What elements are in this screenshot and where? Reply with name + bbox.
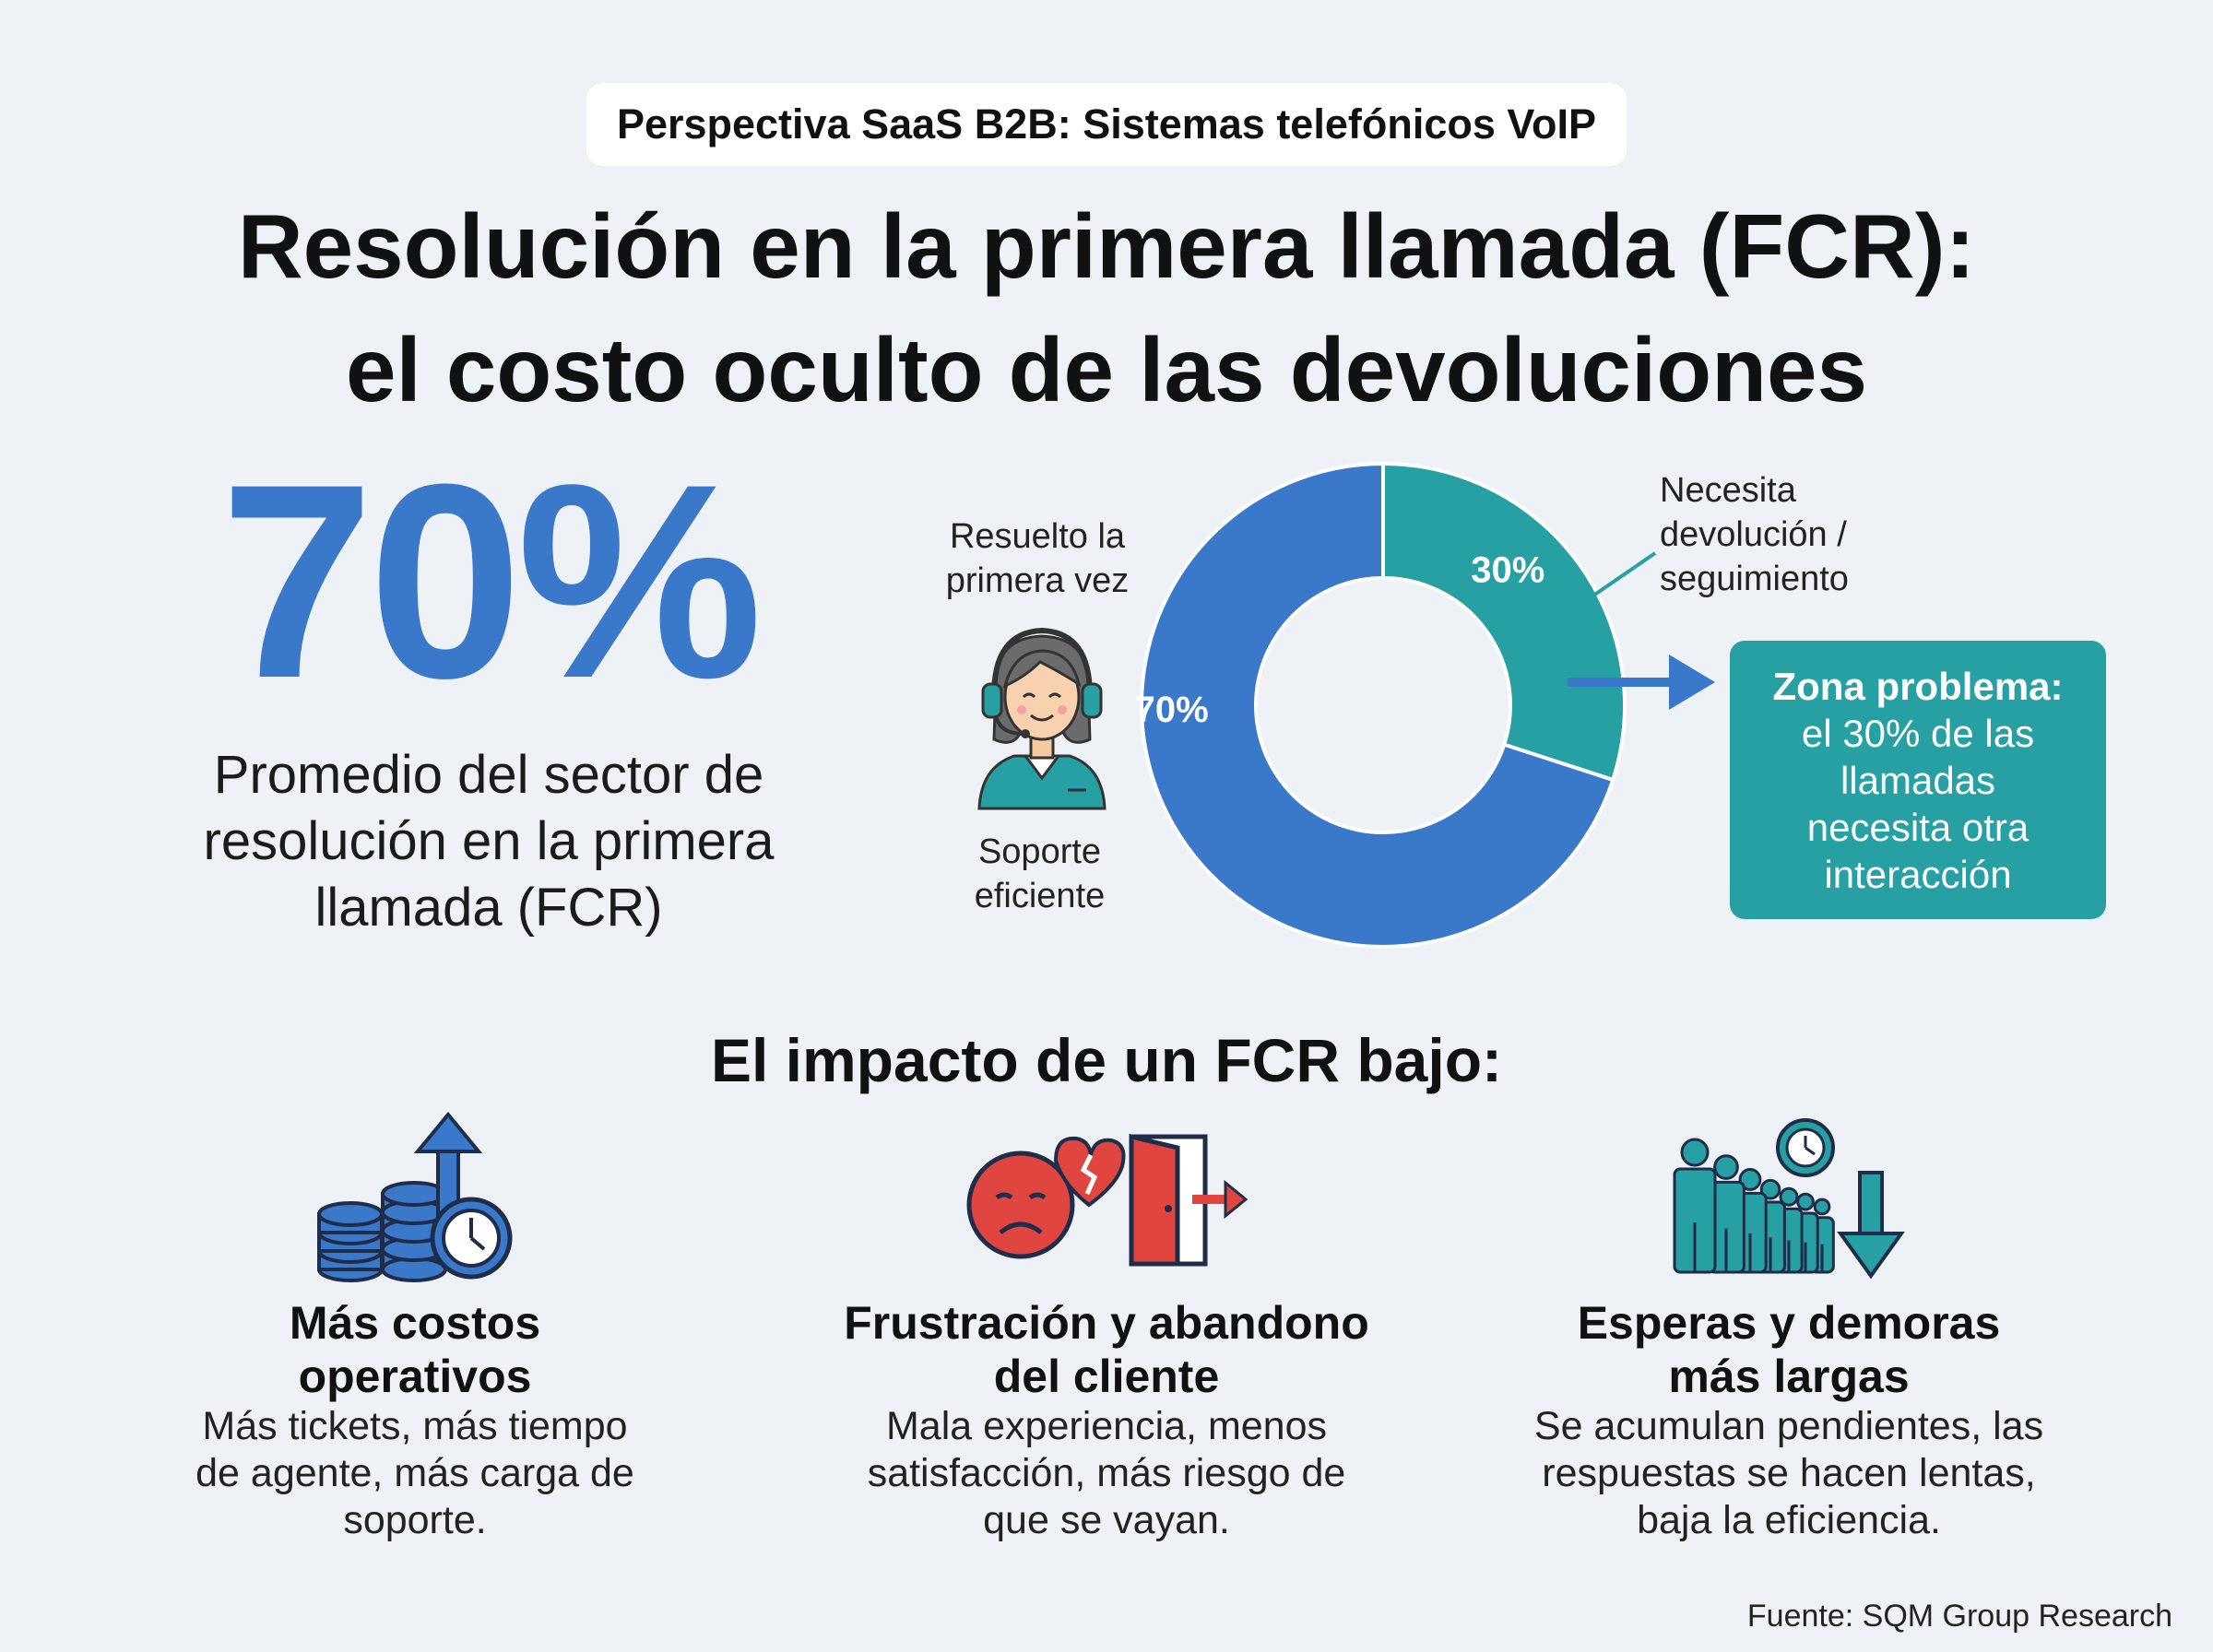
impact-section-title: El impacto de un FCR bajo:: [710, 1026, 1503, 1094]
impact-card-waits: Esperas y demoras más largas Se acumulan…: [1475, 1296, 2102, 1544]
problem-text-line: el 30% de las: [1801, 712, 2035, 755]
card-title: Frustración y abandono del cliente: [793, 1296, 1420, 1403]
support-agent-icon: [977, 627, 1106, 810]
card-description: Mala experiencia, menos satisfacción, má…: [793, 1403, 1420, 1544]
label-resolved-line: primera vez: [945, 561, 1130, 600]
label-needs-callback: Necesita devolución / seguimiento: [1660, 468, 1936, 601]
problem-text-line: interacción: [1824, 853, 2012, 896]
card-description: Más tickets, más tiempo de agente, más c…: [129, 1403, 701, 1544]
card-text-line: Mala experiencia, menos: [885, 1404, 1328, 1448]
card-text-line: Más tickets, más tiempo: [202, 1404, 628, 1448]
page-title: Resolución en la primera llamada (FCR): …: [92, 184, 2121, 431]
hero-description-line: Promedio del sector de: [213, 745, 764, 805]
problem-text-line: llamadas: [1840, 759, 1996, 802]
card-text-line: baja la eficiencia.: [1637, 1498, 1941, 1542]
card-text-line: que se vayan.: [983, 1498, 1230, 1542]
label-support-line: Soporte: [977, 832, 1102, 871]
card-text-line: Se acumulan pendientes, las: [1533, 1404, 2044, 1448]
problem-heading: Zona problema:: [1772, 665, 2064, 708]
card-text-line: respuestas se hacen lentas,: [1542, 1451, 2036, 1495]
hero-description-line: resolución en la primera: [203, 811, 775, 871]
queue-person: [1673, 1138, 1717, 1274]
card-title-line: Más costos: [289, 1297, 541, 1349]
donut-value-label-needs: 30%: [1471, 550, 1544, 591]
card-description: Se acumulan pendientes, las respuestas s…: [1475, 1403, 2102, 1544]
label-needs-line: seguimiento: [1660, 560, 1849, 598]
card-title-line: operativos: [298, 1351, 532, 1402]
queue-person: [1707, 1154, 1746, 1274]
donut-slice-needs-callback: [1381, 461, 1627, 783]
donut-value-label-resolved: 70%: [1135, 690, 1209, 730]
donut-slice-resolved: [1140, 461, 1615, 949]
fcr-donut-chart: 70% 30%: [1135, 461, 1627, 949]
impact-card-frustration: Frustración y abandono del cliente Mala …: [793, 1296, 1420, 1544]
problem-arrow-icon: [1568, 655, 1715, 710]
page-title-line-2: el costo oculto de las devoluciones: [345, 319, 1868, 420]
card-title: Más costos operativos: [129, 1296, 701, 1403]
label-needs-line: devolución /: [1660, 515, 1847, 554]
callout-leader-line: [1580, 551, 1657, 606]
card-title-line: más largas: [1668, 1351, 1910, 1402]
label-resolved-line: Resuelto la: [949, 517, 1126, 556]
card-title-line: Frustración y abandono: [844, 1297, 1369, 1349]
sad-face-exit-door-icon: [966, 1133, 1249, 1267]
label-support-line: eficiente: [974, 877, 1106, 915]
label-needs-line: Necesita: [1660, 471, 1796, 510]
page-title-line-1: Resolución en la primera llamada (FCR):: [237, 195, 1976, 297]
problem-text-line: necesita otra: [1806, 806, 2030, 849]
card-text-line: de agente, más carga de: [195, 1451, 634, 1495]
hero-description-line: llamada (FCR): [314, 878, 663, 938]
header-tag: Perspectiva SaaS B2B: Sistemas telefónic…: [586, 83, 1627, 166]
card-title: Esperas y demoras más largas: [1475, 1296, 2102, 1403]
card-title-line: Esperas y demoras: [1577, 1297, 2001, 1349]
impact-card-costs: Más costos operativos Más tickets, más t…: [129, 1296, 701, 1544]
card-title-line: del cliente: [993, 1351, 1220, 1402]
queue-clock-arrow-icon: [1673, 1118, 1905, 1280]
source-note: Fuente: SQM Group Research: [1746, 1599, 2172, 1634]
card-text-line: soporte.: [343, 1498, 487, 1542]
hero-value: 70%: [219, 426, 763, 736]
label-support: Soporte eficiente: [922, 830, 1157, 918]
card-text-line: satisfacción, más riesgo de: [867, 1451, 1346, 1495]
coins-clock-arrow-icon: [317, 1111, 513, 1282]
problem-zone-callout: Zona problema: el 30% de las llamadas ne…: [1730, 641, 2106, 919]
label-resolved: Resuelto la primera vez: [913, 514, 1162, 603]
hero-description: Promedio del sector de resolución en la …: [111, 742, 867, 941]
